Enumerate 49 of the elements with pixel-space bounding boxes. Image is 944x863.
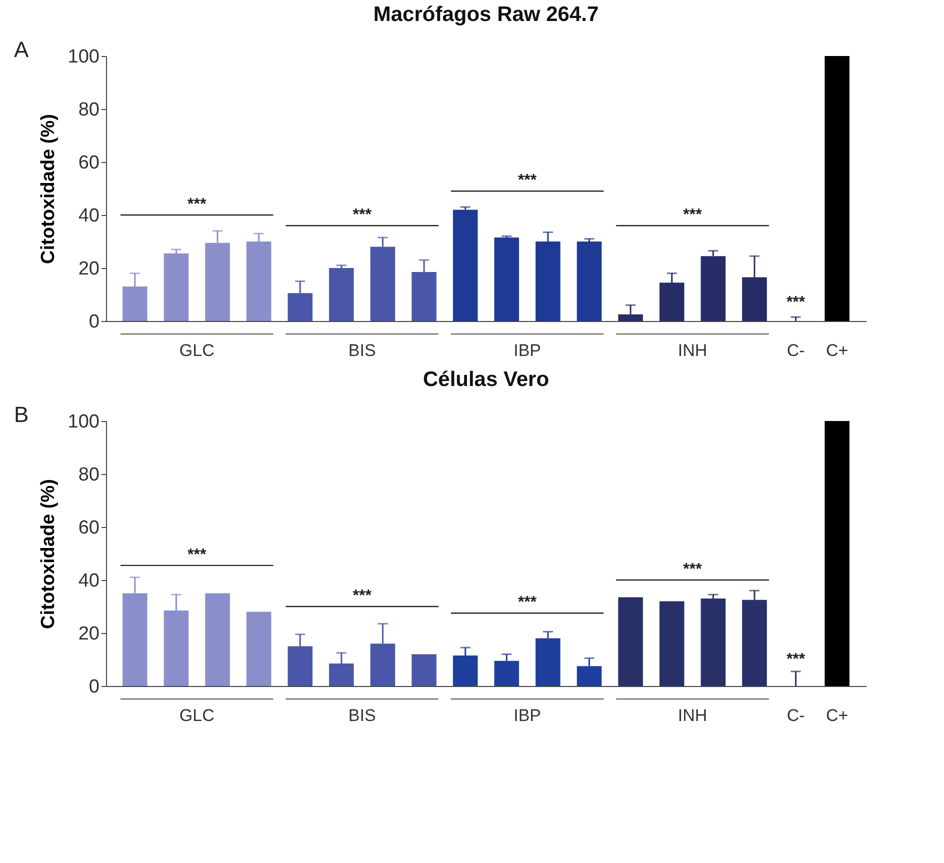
bar: [824, 56, 850, 321]
bar: [824, 421, 850, 686]
bar: [659, 601, 684, 686]
y-tick-label: 80: [78, 100, 100, 120]
x-tick-label: C+: [826, 706, 848, 725]
y-tick-label: 40: [78, 206, 100, 226]
annotation: ***: [786, 651, 806, 668]
bar: [412, 654, 436, 686]
y-axis-title: Citotoxidade (%): [38, 479, 59, 629]
y-tick-label: 40: [78, 570, 100, 592]
y-tick-label: 60: [78, 518, 100, 538]
x-tick-label: C+: [826, 341, 848, 360]
annotation: ***: [518, 594, 538, 612]
annotation: ***: [683, 561, 703, 578]
annotation: ***: [518, 172, 538, 190]
text: INH: [678, 341, 708, 360]
chart-title: Macrófagos Raw 264.7: [373, 3, 599, 26]
text: IBP: [514, 341, 542, 360]
y-tick-label: 20: [78, 624, 100, 644]
x-tick-label: C-: [786, 341, 805, 360]
bar: [700, 598, 726, 686]
annotation: ***: [352, 588, 372, 604]
annotation: ***: [188, 196, 207, 213]
annotation: ***: [786, 294, 806, 312]
annotation: ***: [188, 546, 207, 564]
text: BIS: [348, 341, 376, 360]
y-tick-label: 100: [68, 412, 100, 432]
y-tick-label: 60: [78, 152, 100, 174]
text: GLC: [179, 706, 214, 725]
text: B: [14, 402, 29, 427]
bar: [618, 597, 643, 686]
bar: [164, 253, 189, 321]
y-tick-label: 0: [88, 676, 100, 698]
y-tick-label: 20: [78, 258, 100, 280]
annotation: ***: [683, 206, 703, 224]
text: GLC: [179, 341, 214, 360]
y-axis-title: Citotoxidade (%): [38, 114, 59, 264]
bar: [246, 612, 272, 686]
bar: [205, 593, 230, 686]
y-tick-label: 0: [88, 312, 100, 332]
x-tick-label: C-: [786, 706, 805, 725]
chart-title: Células Vero: [422, 368, 550, 391]
y-tick-label: 80: [78, 464, 100, 486]
text: BIS: [348, 706, 376, 725]
annotation: ***: [352, 206, 372, 224]
text: IBP: [514, 706, 542, 725]
y-tick-label: 100: [68, 46, 100, 68]
text: INH: [678, 706, 708, 725]
text: A: [14, 37, 29, 62]
